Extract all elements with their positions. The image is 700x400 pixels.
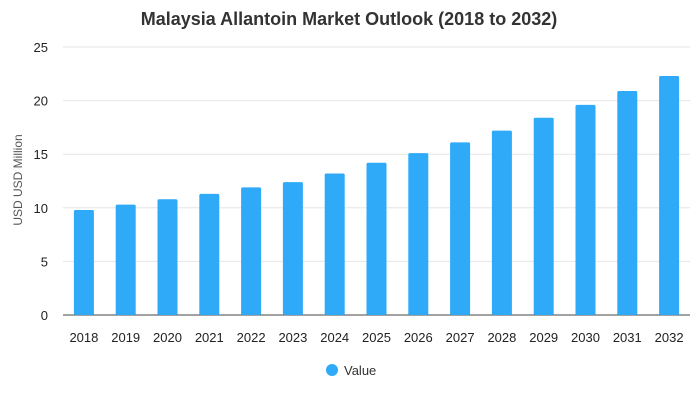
y-tick-label: 15 <box>34 147 48 162</box>
x-tick-label: 2032 <box>655 330 684 345</box>
bar-2018[interactable] <box>73 209 94 315</box>
x-tick-label: 2024 <box>320 330 349 345</box>
x-tick-label: 2019 <box>111 330 140 345</box>
bar-2020[interactable] <box>157 199 178 315</box>
legend[interactable]: Value <box>326 363 376 378</box>
y-tick-label: 20 <box>34 94 48 109</box>
bar-2032[interactable] <box>659 75 680 315</box>
x-axis-ticks: 2018 2019 2020 2021 2022 2023 2024 2025 2026 2027… <box>69 330 683 345</box>
bar-2029[interactable] <box>533 117 554 315</box>
x-tick-label: 2022 <box>237 330 266 345</box>
bar-2025[interactable] <box>366 162 387 315</box>
bar-2027[interactable] <box>450 142 471 315</box>
y-tick-label: 10 <box>34 201 48 216</box>
y-tick-label: 0 <box>41 308 48 323</box>
x-tick-label: 2029 <box>529 330 558 345</box>
x-tick-label: 2021 <box>195 330 224 345</box>
chart-title: Malaysia Allantoin Market Outlook (2018 … <box>141 9 557 29</box>
bar-2024[interactable] <box>324 173 345 315</box>
bar-2028[interactable] <box>491 130 512 315</box>
legend-marker <box>326 364 338 376</box>
y-tick-label: 5 <box>41 254 48 269</box>
x-tick-label: 2023 <box>278 330 307 345</box>
bar-2031[interactable] <box>617 90 638 316</box>
x-tick-label: 2031 <box>613 330 642 345</box>
bar-2021[interactable] <box>199 193 220 315</box>
bar-2030[interactable] <box>575 104 596 315</box>
x-tick-label: 2030 <box>571 330 600 345</box>
bar-2022[interactable] <box>241 187 262 315</box>
x-tick-label: 2025 <box>362 330 391 345</box>
y-tick-label: 25 <box>34 40 48 55</box>
x-tick-label: 2020 <box>153 330 182 345</box>
bar-2023[interactable] <box>282 182 303 315</box>
bars <box>73 75 680 316</box>
legend-label: Value <box>344 363 376 378</box>
y-axis-title: USD USD Million <box>11 134 25 225</box>
y-axis-ticks: 0 5 10 15 20 25 <box>34 40 48 323</box>
x-tick-label: 2018 <box>69 330 98 345</box>
bar-2019[interactable] <box>115 204 136 315</box>
x-tick-label: 2026 <box>404 330 433 345</box>
x-tick-label: 2028 <box>487 330 516 345</box>
bar-2026[interactable] <box>408 153 429 315</box>
x-tick-label: 2027 <box>446 330 475 345</box>
